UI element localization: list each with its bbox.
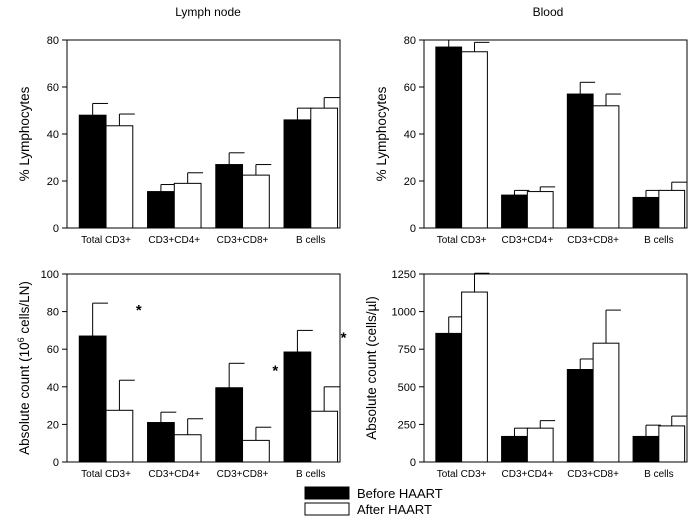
bar-before	[215, 387, 244, 463]
y-axis-label: % Lymphocytes	[374, 86, 389, 181]
y-tick-label: 100	[41, 269, 59, 281]
bar-after	[461, 51, 488, 229]
x-tick-label: B cells	[644, 235, 673, 246]
y-tick-label: 80	[404, 35, 416, 47]
plot-frame	[423, 273, 688, 463]
bar-before	[283, 351, 312, 463]
y-tick-label: 80	[47, 307, 59, 319]
bar-before	[435, 46, 463, 229]
bar-after	[658, 189, 686, 229]
y-tick-label: 0	[410, 223, 416, 235]
bar-after	[592, 342, 620, 463]
legend-swatch-after	[304, 502, 350, 516]
legend-swatch-before	[304, 486, 350, 500]
y-tick-label: 1250	[392, 269, 416, 281]
y-tick-label: 0	[410, 457, 416, 469]
bar-after	[526, 427, 554, 463]
bar-before	[147, 191, 175, 229]
x-tick-label: CD3+CD4+	[148, 235, 200, 246]
significance-marker: *	[136, 302, 142, 319]
plot-frame	[66, 273, 341, 463]
y-tick-label: 0	[53, 457, 59, 469]
bar-after	[105, 125, 134, 229]
y-axis-label: Absolute count (106 cells/LN)	[16, 281, 32, 455]
legend-label-before: Before HAART	[357, 486, 443, 501]
y-axis-label: % Lymphocytes	[17, 86, 32, 181]
bar-before	[283, 119, 312, 229]
bar-after	[242, 174, 270, 229]
x-tick-label: Total CD3+	[81, 235, 131, 246]
x-tick-label: CD3+CD8+	[567, 235, 619, 246]
y-tick-label: 60	[404, 82, 416, 94]
chart-bl-abs: 0 250 500 750 1000 1250 Absolute count (cells/…	[364, 269, 688, 480]
x-tick-label: CD3+CD4+	[502, 469, 554, 480]
y-tick-label: 60	[47, 82, 59, 94]
y-tick-label: 0	[53, 223, 59, 235]
x-tick-label: Total CD3+	[437, 235, 487, 246]
y-tick-label: 40	[404, 129, 416, 141]
x-tick-label: B cells	[644, 469, 673, 480]
y-tick-label: 40	[47, 129, 59, 141]
bar-before	[632, 435, 660, 463]
chart-ln-abs: 0 20 40 60 80 100 Absolute count (106 cells/LN…	[16, 269, 347, 480]
chart-ln-pct: 0 20 40 60 80 % Lymphocytes Total CD3+ CD3+CD4+…	[17, 35, 341, 246]
bar-after	[105, 409, 134, 463]
bar-before	[147, 422, 175, 463]
y-tick-label: 40	[47, 382, 59, 394]
x-tick-label: B cells	[296, 469, 325, 480]
bar-before	[501, 194, 528, 229]
bar-before	[78, 335, 107, 463]
bar-after	[310, 410, 339, 463]
y-tick-label: 1000	[392, 307, 416, 319]
y-tick-label: 20	[47, 419, 59, 431]
legend-label-after: After HAART	[357, 502, 432, 517]
significance-marker: *	[341, 329, 347, 346]
y-tick-label: 250	[398, 419, 416, 431]
bar-before	[566, 93, 594, 229]
x-tick-label: CD3+CD8+	[217, 469, 269, 480]
y-tick-label: 80	[47, 35, 59, 47]
x-tick-label: CD3+CD4+	[502, 235, 554, 246]
x-tick-label: CD3+CD4+	[148, 469, 200, 480]
column-title-left: Lymph node	[175, 5, 241, 19]
y-tick-label: 500	[398, 382, 416, 394]
y-tick-label: 20	[404, 176, 416, 188]
x-tick-label: CD3+CD8+	[567, 469, 619, 480]
legend: Before HAART After HAART	[304, 486, 443, 517]
bar-before	[566, 369, 594, 463]
bar-after	[592, 105, 620, 229]
chart-panels: 0 20 40 60 80 % Lymphocytes Total CD3+ CD3+CD4+…	[16, 35, 688, 480]
y-tick-label: 20	[47, 176, 59, 188]
y-axis-label: Absolute count (cells/µl)	[364, 296, 379, 440]
bar-before	[215, 164, 244, 229]
x-tick-label: Total CD3+	[81, 469, 131, 480]
bar-before	[78, 114, 107, 229]
bar-after	[526, 191, 554, 229]
bar-after	[173, 434, 202, 463]
bar-after	[310, 107, 339, 229]
y-tick-label: 60	[47, 344, 59, 356]
bar-before	[501, 435, 528, 463]
column-title-right: Blood	[533, 5, 564, 19]
bar-after	[242, 439, 270, 463]
x-tick-label: CD3+CD8+	[217, 235, 269, 246]
x-tick-label: Total CD3+	[437, 469, 487, 480]
bar-before	[435, 332, 463, 463]
x-tick-label: B cells	[296, 235, 325, 246]
chart-bl-pct: 0 20 40 60 80 % Lymphocytes Total CD3+ CD3+CD4+…	[374, 35, 688, 246]
y-tick-label: 750	[398, 344, 416, 356]
bar-before	[632, 196, 660, 229]
significance-marker: *	[272, 362, 278, 379]
bar-after	[658, 425, 686, 463]
bar-after	[461, 291, 488, 463]
bar-after	[173, 182, 202, 229]
